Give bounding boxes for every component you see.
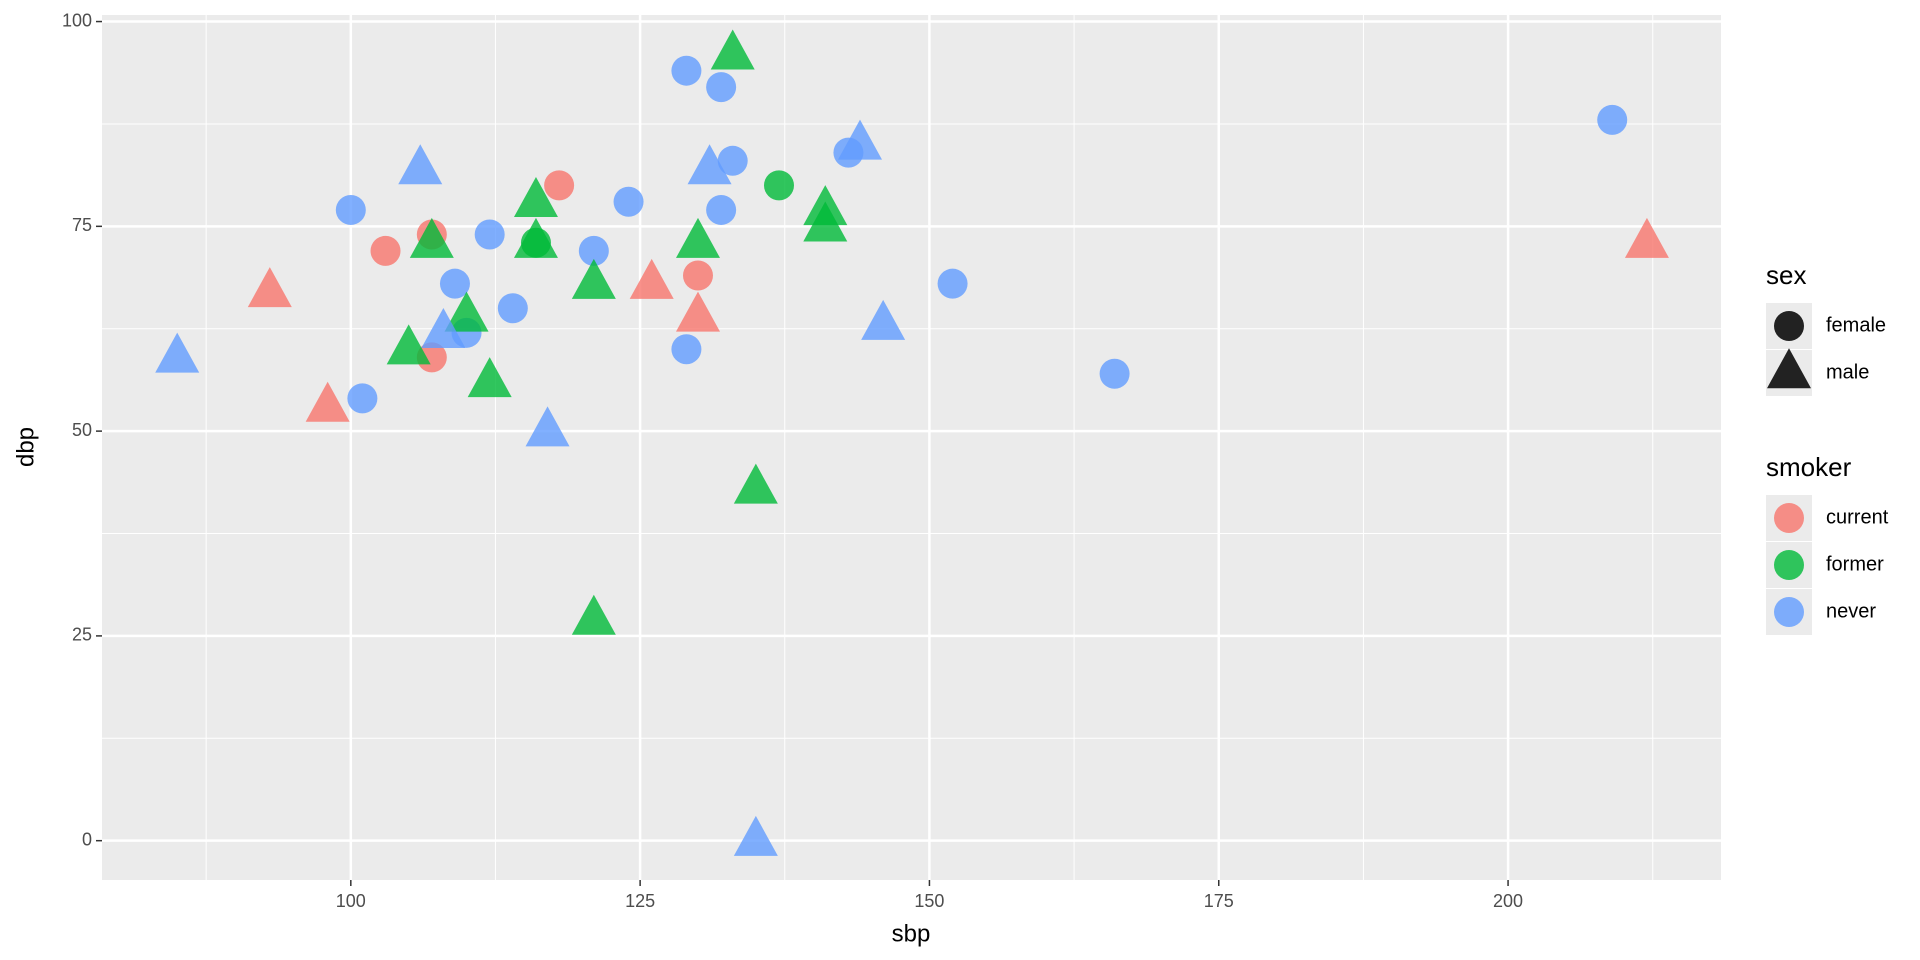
point	[247, 267, 292, 308]
y-tick-label: 25	[72, 625, 92, 645]
legend-label: male	[1826, 361, 1869, 383]
x-tick-label: 100	[336, 891, 366, 911]
point	[578, 235, 609, 266]
point	[571, 258, 616, 299]
point	[474, 219, 505, 250]
point	[671, 55, 702, 86]
point	[409, 217, 454, 258]
point	[937, 268, 968, 299]
point	[416, 342, 447, 373]
legend-title: sex	[1766, 260, 1806, 290]
y-axis-title: dbp	[12, 427, 39, 467]
point	[763, 170, 794, 201]
point	[155, 332, 200, 373]
point	[710, 29, 755, 70]
point	[687, 144, 732, 185]
legend-symbol	[1774, 550, 1804, 580]
point	[439, 268, 470, 299]
point	[706, 194, 737, 225]
point	[370, 235, 401, 266]
point	[571, 594, 616, 635]
y-tick-label: 50	[72, 420, 92, 440]
legend-symbol	[1767, 348, 1811, 389]
y-tick-label: 0	[82, 829, 92, 849]
point	[513, 176, 558, 217]
point	[398, 144, 443, 185]
point	[1099, 358, 1130, 389]
point	[861, 299, 906, 340]
point	[525, 406, 570, 447]
x-axis-title: sbp	[892, 920, 931, 947]
point	[629, 258, 674, 299]
point	[613, 186, 644, 217]
point	[444, 291, 489, 332]
point	[717, 145, 748, 176]
x-tick-label: 175	[1204, 891, 1234, 911]
panel	[102, 15, 1721, 880]
x-tick-label: 125	[625, 891, 655, 911]
point	[386, 324, 431, 365]
legend-symbol	[1774, 311, 1804, 341]
point	[544, 170, 575, 201]
point	[1597, 104, 1628, 135]
point	[682, 260, 713, 291]
legend-symbol	[1774, 503, 1804, 533]
legend-label: never	[1826, 600, 1876, 622]
point	[497, 293, 528, 324]
point	[1624, 217, 1669, 258]
point	[675, 291, 720, 332]
point	[347, 383, 378, 414]
y-tick-label: 100	[62, 10, 92, 30]
point	[675, 217, 720, 258]
legend-label: female	[1826, 314, 1886, 336]
legend-label: former	[1826, 553, 1884, 575]
legend-label: current	[1826, 506, 1889, 528]
point	[305, 381, 350, 422]
point	[733, 815, 778, 856]
x-tick-label: 200	[1493, 891, 1523, 911]
x-tick-label: 150	[914, 891, 944, 911]
point	[335, 194, 366, 225]
legend-symbol	[1774, 597, 1804, 627]
point	[733, 463, 778, 504]
point	[467, 357, 512, 398]
legend-title: smoker	[1766, 452, 1852, 482]
point	[838, 119, 883, 160]
point	[671, 334, 702, 365]
y-tick-label: 75	[72, 215, 92, 235]
point	[421, 308, 466, 349]
point	[513, 217, 558, 258]
point	[803, 201, 848, 242]
point	[706, 72, 737, 103]
